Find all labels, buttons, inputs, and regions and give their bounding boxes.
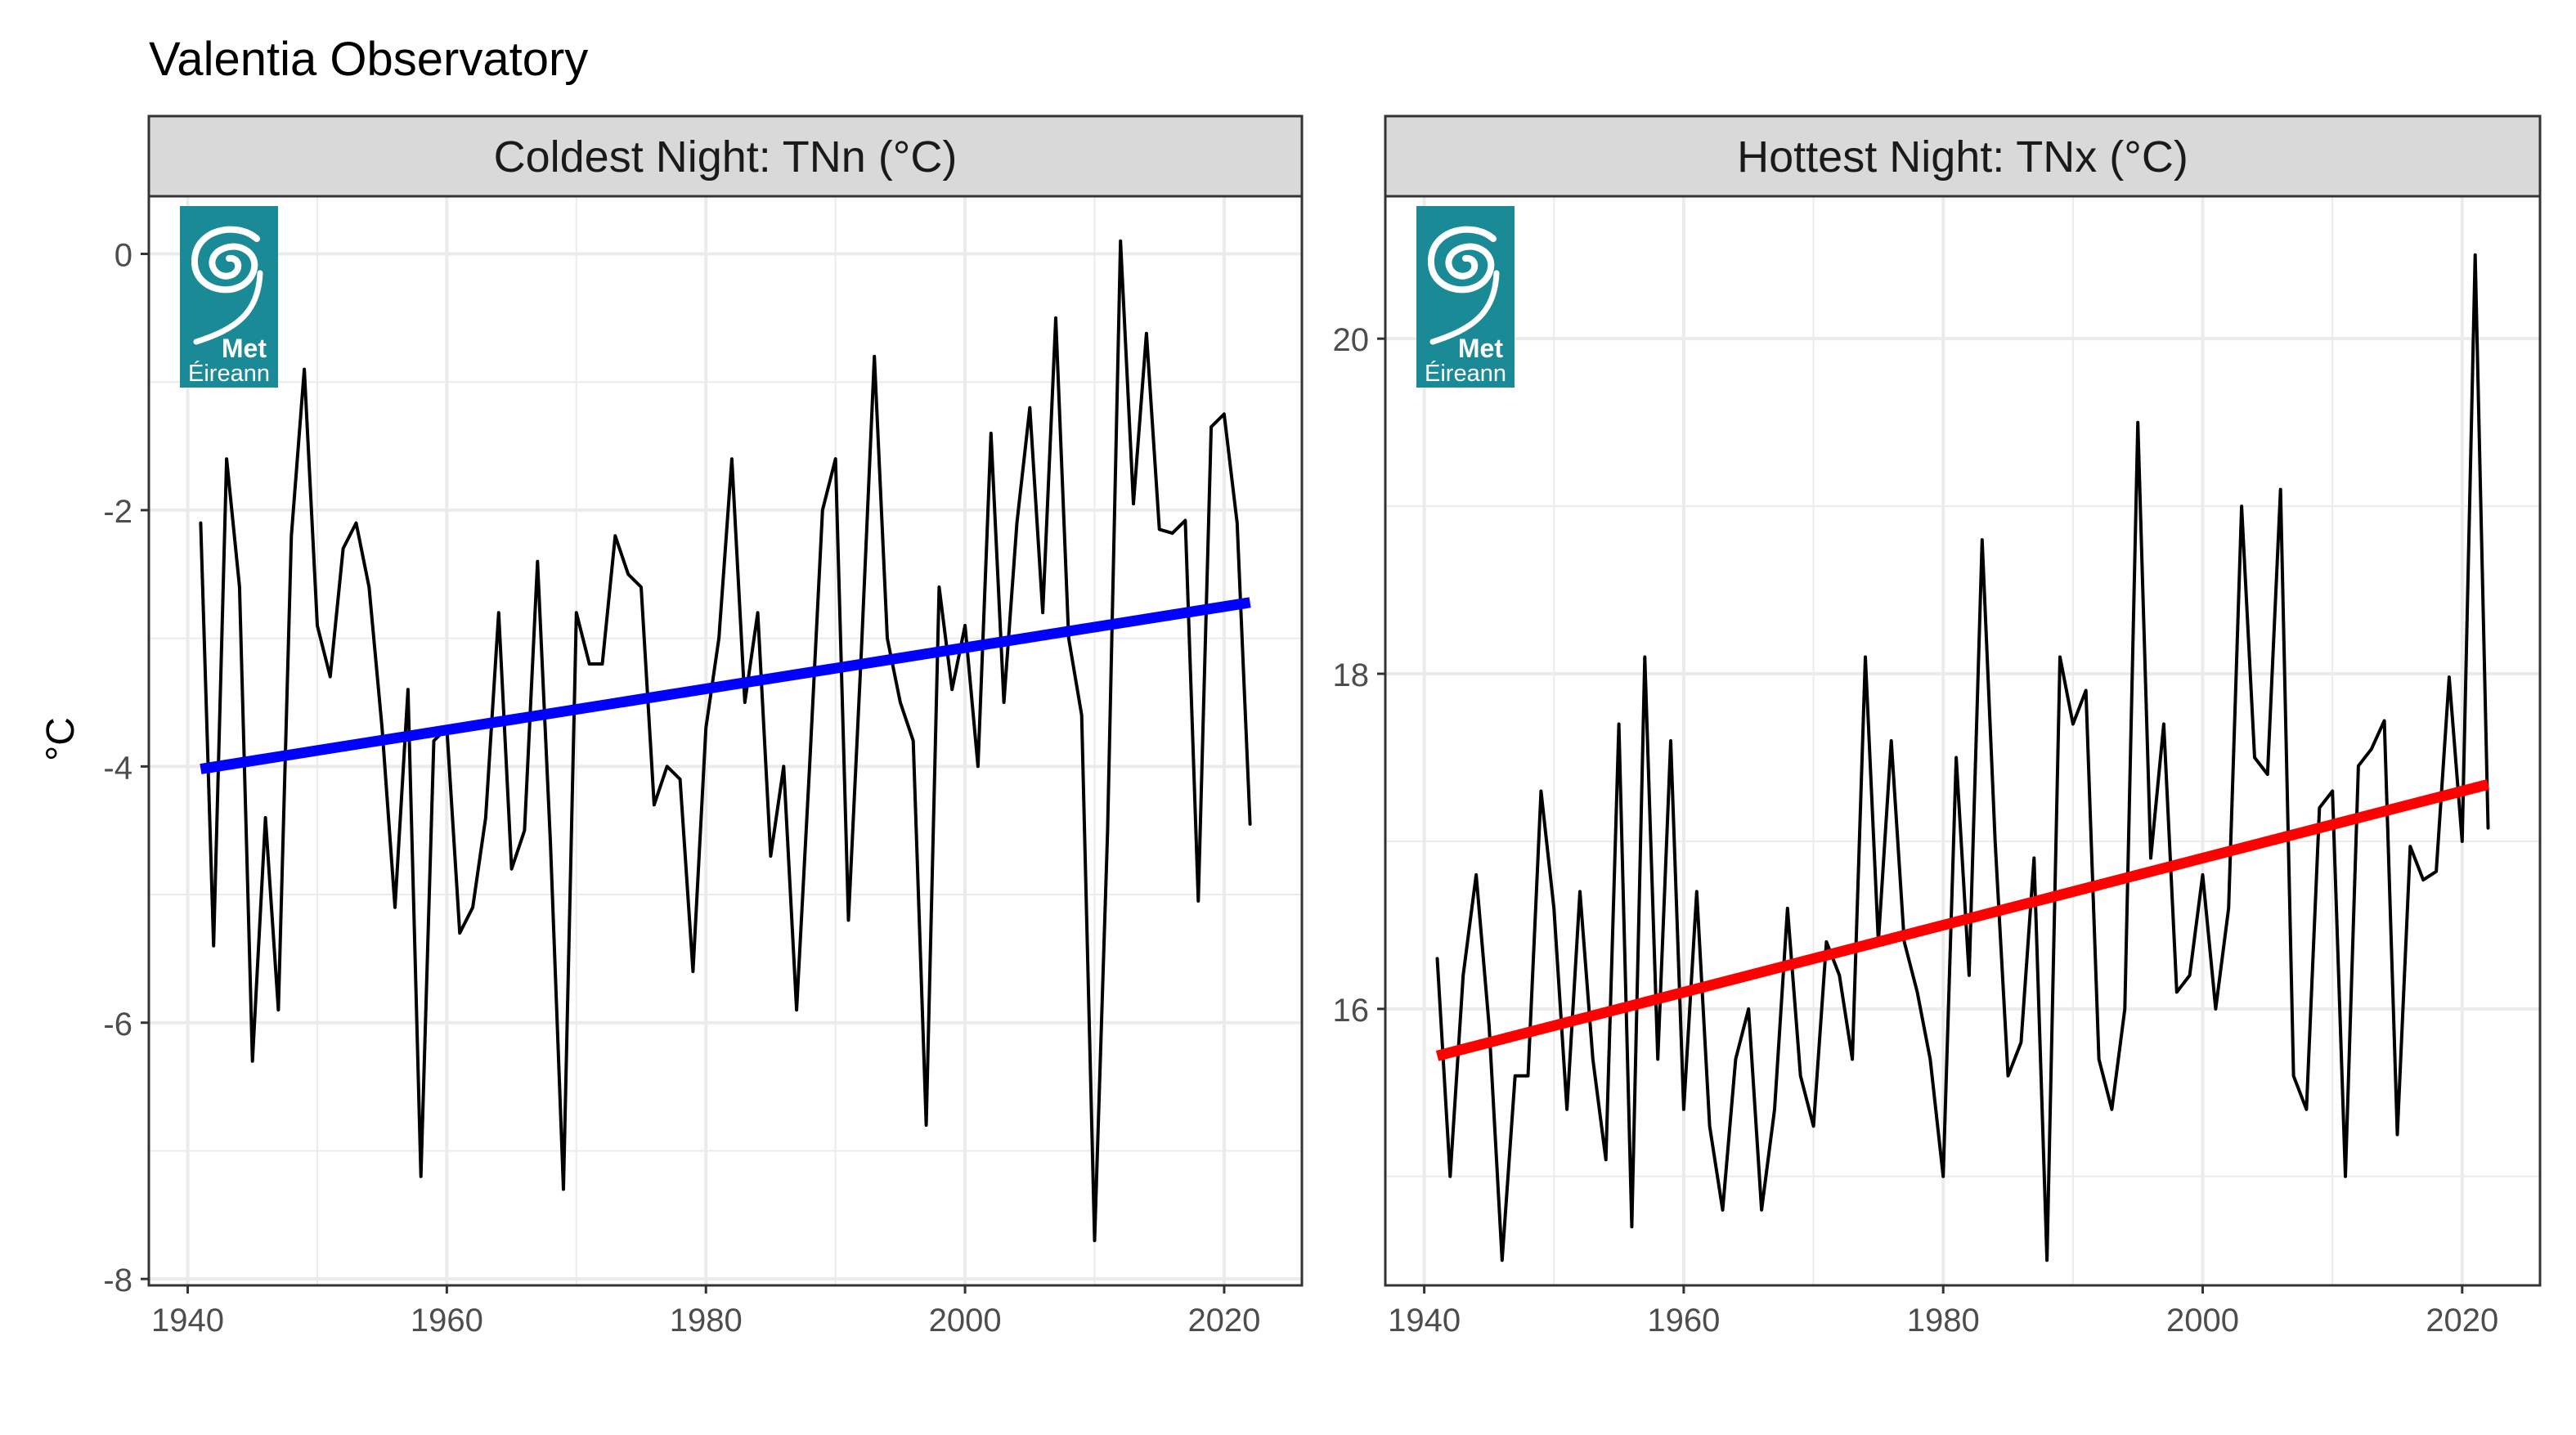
facet-strip <box>147 114 1304 198</box>
panel-border <box>1384 195 2542 1287</box>
y-tick-label: 0 <box>114 238 132 274</box>
facet-panel-1: Coldest Night: TNn (°C)MetÉireann-8-6-4-… <box>103 114 1304 1339</box>
y-axis: 16 18 20 <box>1333 322 1385 1029</box>
x-tick-label: 2000 <box>929 1303 1002 1339</box>
swirl-icon <box>1427 226 1497 294</box>
y-tick-label: 20 <box>1333 322 1370 358</box>
data-series-line <box>199 239 1252 1243</box>
logo-background <box>180 206 278 388</box>
x-tick-label: 1960 <box>411 1303 483 1339</box>
y-tick-label: -6 <box>103 1007 132 1043</box>
panel-border <box>147 195 1304 1287</box>
swoosh-icon <box>193 270 263 345</box>
facet-strip <box>1384 114 2542 198</box>
x-tick-label: 2020 <box>2426 1303 2498 1339</box>
facet-panels: Coldest Night: TNn (°C)MetÉireann-8-6-4-… <box>103 114 2542 1339</box>
facet-panel-2: Hottest Night: TNx (°C)MetÉireann1618201… <box>1333 114 2542 1339</box>
y-tick-label: 18 <box>1333 657 1370 693</box>
swirl-icon <box>191 226 260 294</box>
x-tick-label: 1940 <box>1388 1303 1461 1339</box>
y-tick-label: -8 <box>103 1262 132 1298</box>
trend-line <box>200 597 1251 774</box>
x-tick-label: 1960 <box>1647 1303 1720 1339</box>
x-tick-label: 1980 <box>1907 1303 1980 1339</box>
facet-title: Hottest Night: TNx (°C) <box>1737 132 2188 182</box>
logo-text-eireann: Éireann <box>1425 360 1506 387</box>
x-axis: 1940 1960 1980 2000 2020 <box>1388 1285 2498 1339</box>
y-tick-label: -4 <box>103 750 132 786</box>
facet-title: Coldest Night: TNn (°C) <box>494 132 958 182</box>
logo-text-met: Met <box>1458 334 1503 363</box>
x-tick-label: 1980 <box>670 1303 743 1339</box>
x-tick-label: 2020 <box>1187 1303 1260 1339</box>
x-axis: 1940 1960 1980 2000 2020 <box>151 1285 1260 1339</box>
y-axis-label: °C <box>39 717 83 761</box>
logo-background <box>1416 206 1515 388</box>
logo-text-eireann: Éireann <box>188 360 270 387</box>
figure-title: Valentia Observatory <box>149 33 588 86</box>
x-tick-label: 2000 <box>2166 1303 2239 1339</box>
y-tick-label: -2 <box>103 494 132 530</box>
trend-line <box>1435 779 2490 1061</box>
x-tick-label: 1940 <box>151 1303 224 1339</box>
data-series-line <box>1435 253 2490 1262</box>
y-tick-label: 16 <box>1333 993 1370 1029</box>
y-axis: -8 -6 -4 -2 0 <box>103 238 149 1298</box>
logo-text-met: Met <box>222 334 267 363</box>
swoosh-icon <box>1429 270 1500 345</box>
